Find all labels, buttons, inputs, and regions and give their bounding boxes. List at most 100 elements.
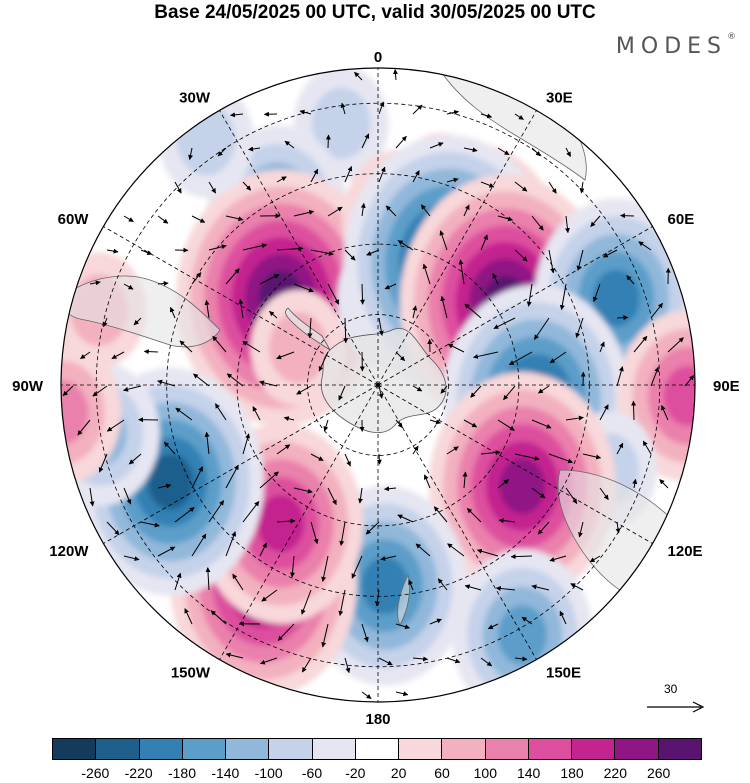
wind-vector [361, 623, 369, 643]
anomaly-contour-band [257, 494, 305, 553]
wind-vector [429, 142, 444, 149]
longitude-label: 90E [713, 378, 740, 395]
wind-vector [242, 340, 261, 353]
colorbar-swatch [572, 739, 616, 759]
wind-vector [599, 341, 605, 353]
colorbar-swatch [269, 739, 313, 759]
wind-vector [106, 419, 125, 432]
wind-vector [493, 317, 516, 329]
anomaly-contour-band [147, 454, 194, 510]
wind-vector [89, 487, 95, 507]
wind-vector [339, 521, 346, 546]
meridian-line [103, 226, 379, 386]
anomaly-contour-band [177, 104, 236, 176]
wind-vector [633, 335, 648, 353]
wind-vector [205, 567, 211, 591]
brand-logo: MODES® [616, 32, 736, 59]
wind-vector [225, 531, 237, 557]
wind-vector [576, 249, 584, 271]
wind-vector [225, 215, 244, 222]
wind-vector [80, 351, 91, 360]
wind-vector [447, 543, 465, 557]
wind-vector [497, 147, 510, 156]
wind-vector [480, 657, 493, 667]
colorbar-tick-label: -100 [254, 765, 283, 781]
wind-vector [495, 586, 516, 592]
wind-vector [378, 166, 386, 183]
wind-vector [157, 215, 169, 224]
wind-vector [415, 543, 431, 557]
wind-vector [123, 555, 140, 562]
wind-vector [463, 419, 478, 428]
wind-vector [62, 385, 74, 397]
wind-vector [462, 471, 468, 489]
colorbar-swatch [96, 739, 140, 759]
wind-vector [259, 542, 267, 557]
colorbar-tick-label: 100 [473, 765, 498, 781]
longitude-label: 150W [171, 665, 211, 682]
colorbar-tick-label: -140 [211, 765, 240, 781]
wind-vector [650, 302, 663, 319]
colorbar-swatch [399, 739, 443, 759]
wind-vector [412, 170, 420, 183]
wind-vector [193, 373, 210, 387]
wind-vector [361, 133, 370, 149]
wind-vector [343, 317, 349, 344]
wind-vector [128, 453, 142, 465]
colorbar-swatch [139, 739, 183, 759]
wind-vector [395, 135, 407, 149]
wind-vector [380, 555, 397, 561]
wind-vector [242, 181, 252, 191]
wind-vector [344, 249, 356, 261]
wind-vector [169, 306, 176, 319]
wind-vector [503, 385, 516, 401]
wind-vector [590, 215, 601, 227]
wind-vector [361, 691, 372, 700]
wind-vector [354, 71, 363, 81]
wind-vector [191, 533, 207, 557]
longitude-label: 30E [546, 89, 573, 106]
wind-vector [276, 351, 295, 360]
wind-vector [340, 102, 346, 115]
longitude-label: 60E [668, 211, 695, 228]
colorbar-swatch [615, 739, 659, 759]
wind-vector [514, 249, 528, 262]
wind-vector [579, 181, 585, 194]
wind-vector [338, 589, 346, 616]
colorbar-tick-label: 260 [646, 765, 671, 781]
wind-vector [384, 283, 397, 290]
wind-vector [208, 500, 225, 523]
wind-vector [440, 295, 448, 319]
wind-vector [476, 548, 499, 557]
wind-vector [191, 215, 206, 223]
wind-vector [412, 656, 429, 662]
wind-vector [293, 209, 315, 217]
wind-vector [299, 109, 312, 115]
wind-vector [384, 486, 397, 492]
wind-vector [89, 280, 101, 286]
wind-vector [321, 555, 329, 582]
wind-vector [599, 404, 609, 421]
wind-vector [184, 608, 193, 625]
wind-vector [559, 283, 567, 311]
wind-vector [616, 366, 624, 387]
wind-vector [327, 487, 337, 506]
wind-vector [175, 407, 193, 421]
wind-vector [310, 453, 324, 462]
reference-vector-arrow [647, 701, 705, 713]
wind-vector [531, 584, 550, 591]
wind-vector [559, 610, 567, 625]
wind-vector [212, 335, 227, 353]
colorbar-tick-label: 60 [434, 765, 450, 781]
colorbar-swatch [312, 739, 356, 759]
wind-vector [631, 400, 637, 421]
south-america-land [61, 275, 221, 348]
wind-vector [174, 181, 182, 194]
wind-vector [179, 340, 193, 353]
wind-vector [174, 507, 195, 523]
colorbar-tick-label: -260 [81, 765, 110, 781]
meridian-line [377, 110, 537, 386]
wind-vector [447, 343, 465, 353]
wind-vector [259, 657, 278, 665]
wind-vector [360, 202, 366, 217]
